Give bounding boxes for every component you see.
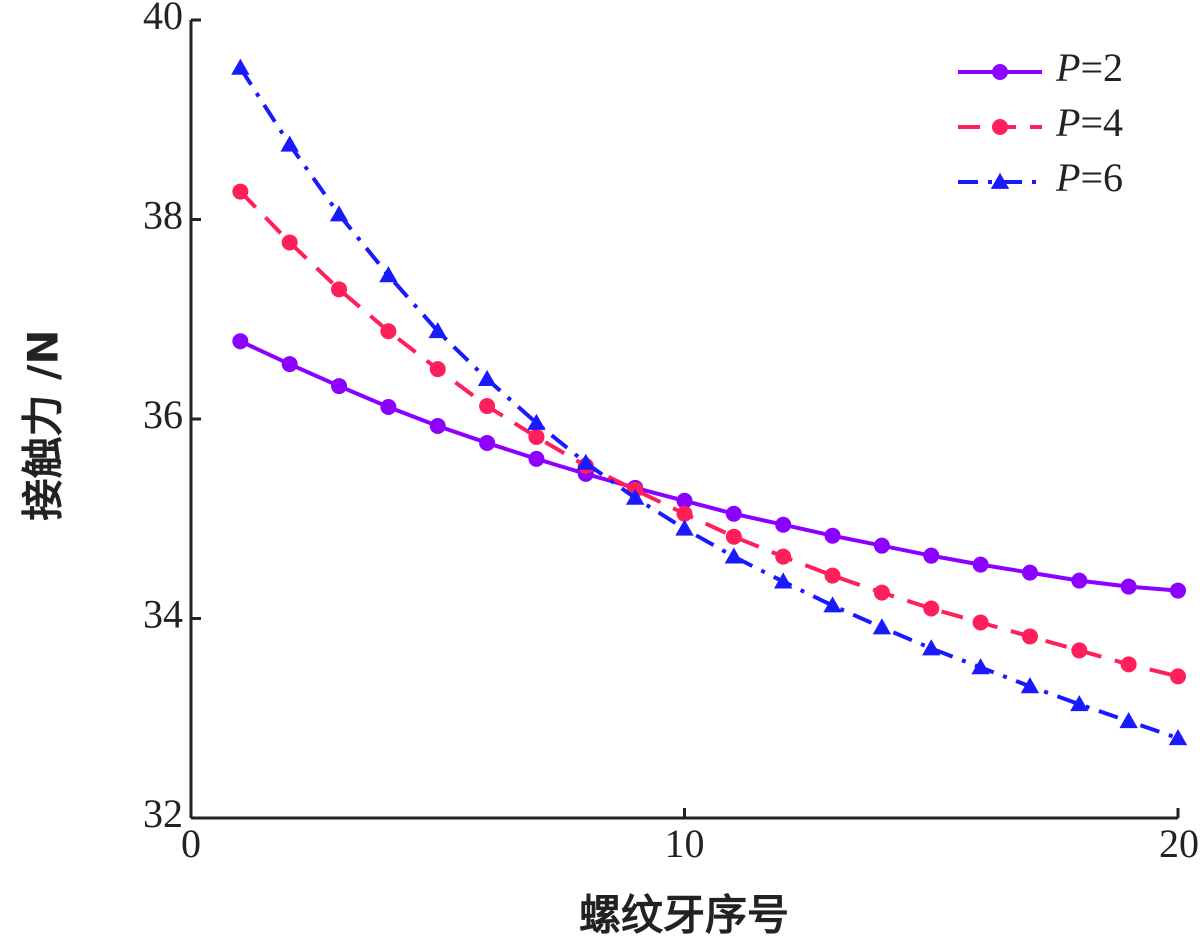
data-point [972, 614, 989, 631]
data-point [1170, 668, 1186, 685]
data-point [331, 281, 348, 298]
data-point [1071, 642, 1088, 659]
data-point [380, 323, 397, 340]
y-ticks: 32 34 36 38 40 [143, 0, 201, 836]
data-point [873, 584, 890, 601]
data-point [280, 135, 299, 152]
data-point [676, 492, 693, 509]
data-point [1071, 572, 1088, 589]
data-point [231, 58, 250, 75]
y-tick-label: 36 [143, 392, 183, 437]
data-point [428, 322, 447, 339]
legend-label: P=2 [1055, 45, 1123, 90]
data-point [824, 527, 841, 544]
series-line [239, 339, 1179, 593]
data-point [232, 183, 249, 200]
data-point [625, 488, 645, 505]
data-point [528, 428, 545, 445]
data-point [1120, 578, 1137, 595]
data-point [923, 547, 940, 564]
y-tick-label: 38 [143, 193, 183, 238]
data-point [676, 505, 693, 522]
data-point [1020, 677, 1040, 694]
data-point [775, 548, 792, 565]
data-point [429, 361, 446, 378]
data-point [379, 266, 398, 283]
data-point [1120, 656, 1137, 673]
data-point [823, 596, 842, 613]
y-tick-label: 32 [143, 791, 183, 836]
data-point [1170, 582, 1186, 599]
data-point [479, 434, 496, 451]
legend-marker [990, 172, 1010, 189]
data-point [872, 618, 892, 635]
data-point [331, 378, 348, 395]
series-line [238, 66, 1179, 741]
data-point [725, 505, 742, 522]
data-point [479, 398, 496, 415]
data-point [724, 547, 744, 564]
x-tick-label: 0 [181, 821, 201, 866]
data-point [775, 516, 792, 533]
data-point [923, 600, 940, 617]
data-point [824, 567, 841, 584]
y-tick-label: 34 [143, 592, 183, 637]
legend-marker [992, 64, 1008, 80]
legend: P=2 P=4 P=6 [958, 45, 1123, 200]
x-axis-title: 螺纹牙序号 [579, 891, 789, 940]
data-point [429, 417, 446, 434]
data-point [1070, 695, 1089, 712]
data-point [1168, 729, 1188, 746]
data-point [232, 333, 249, 350]
data-point [380, 399, 397, 416]
x-tick-label: 20 [1159, 821, 1199, 866]
x-ticks: 0 10 20 [181, 808, 1199, 866]
data-point [1021, 564, 1038, 581]
data-point [528, 450, 545, 467]
legend-label: P=4 [1055, 100, 1123, 145]
series-line [238, 190, 1179, 679]
data-point [675, 519, 694, 536]
data-point [281, 234, 298, 251]
series-1 [232, 333, 1186, 599]
legend-marker [992, 119, 1008, 135]
data-point [1021, 628, 1038, 645]
data-point [527, 413, 546, 430]
series-3 [231, 58, 1188, 746]
data-point [774, 572, 793, 589]
data-point [477, 369, 497, 386]
data-point [922, 639, 941, 656]
data-point [725, 528, 742, 545]
series-layer [231, 58, 1188, 746]
data-point [972, 556, 989, 573]
legend-label: P=6 [1055, 155, 1123, 200]
data-point [281, 356, 298, 373]
data-point [971, 658, 990, 675]
data-point [1119, 712, 1138, 729]
axes [189, 20, 1178, 820]
data-point [329, 205, 349, 222]
y-tick-label: 40 [143, 0, 183, 38]
data-point [576, 453, 595, 470]
x-tick-label: 10 [665, 821, 705, 866]
y-axis-title: 接触力 /N [19, 329, 68, 520]
data-point [873, 537, 890, 554]
